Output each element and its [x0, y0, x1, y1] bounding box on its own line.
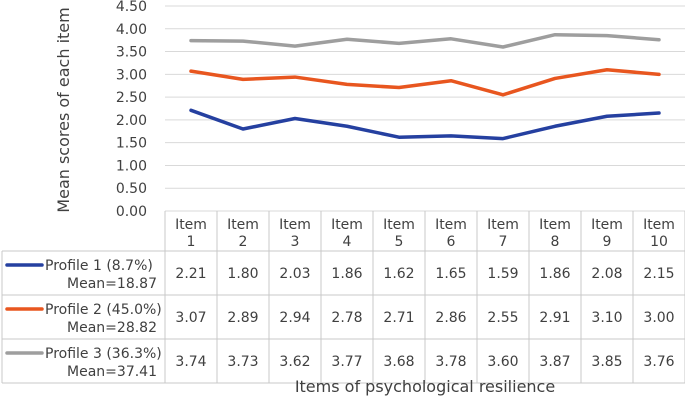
y-tick-label: 4.50	[116, 0, 147, 15]
data-value-label: 1.65	[435, 266, 466, 282]
x-axis-title: Items of psychological resilience	[295, 377, 555, 396]
series-line	[189, 68, 661, 97]
data-value-label: 3.00	[643, 310, 674, 326]
category-label: 10	[650, 234, 668, 250]
data-value-label: 2.71	[383, 310, 414, 326]
data-value-label: 2.89	[227, 310, 258, 326]
data-value-label: 1.80	[227, 266, 258, 282]
y-tick-label: 3.00	[116, 67, 147, 83]
category-label: Item	[175, 217, 207, 233]
series-lines	[189, 32, 661, 141]
category-label: Item	[383, 217, 415, 233]
data-value-label: 2.08	[591, 266, 622, 282]
data-value-label: 3.10	[591, 310, 622, 326]
data-value-label: 1.62	[383, 266, 414, 282]
legend-mean-label: Mean=28.82	[67, 320, 157, 336]
category-label: Item	[539, 217, 571, 233]
data-table-grid	[1, 211, 685, 384]
data-table-headers: Item1Item2Item3Item4Item5Item6Item7Item8…	[175, 217, 675, 250]
data-value-label: 1.59	[487, 266, 518, 282]
y-tick-label: 2.00	[116, 113, 147, 129]
data-value-label: 3.07	[175, 310, 206, 326]
legend-mean-label: Mean=37.41	[67, 364, 157, 380]
category-label: 7	[499, 234, 508, 250]
category-label: 5	[395, 234, 404, 250]
y-tick-label: 1.00	[116, 158, 147, 174]
data-value-label: 3.78	[435, 354, 466, 370]
data-value-label: 3.74	[175, 354, 206, 370]
category-label: 8	[551, 234, 560, 250]
category-label: 4	[343, 234, 352, 250]
data-value-label: 1.86	[539, 266, 570, 282]
category-label: Item	[435, 217, 467, 233]
data-value-label: 3.76	[643, 354, 674, 370]
category-label: 9	[603, 234, 612, 250]
series-line	[189, 32, 661, 49]
data-value-label: 2.78	[331, 310, 362, 326]
category-label: 6	[447, 234, 456, 250]
y-tick-label: 0.00	[116, 204, 147, 220]
category-label: 2	[239, 234, 248, 250]
series-line	[189, 108, 661, 141]
category-label: Item	[279, 217, 311, 233]
data-value-label: 3.60	[487, 354, 518, 370]
category-label: 3	[291, 234, 300, 250]
data-table-cells: 2.21 1.80 2.03 1.86 1.62 1.65 1.59 1.86 2.08 2.15…	[175, 266, 674, 370]
category-label: Item	[591, 217, 623, 233]
data-value-label: 3.77	[331, 354, 362, 370]
legend-series-name: Profile 1 (8.7%)	[45, 258, 153, 274]
legend-series-name: Profile 3 (36.3%)	[45, 346, 162, 362]
y-axis-title: Mean scores of each item	[54, 7, 73, 212]
legend-series-name: Profile 2 (45.0%)	[45, 302, 162, 318]
data-table-legend: Profile 1 (8.7%) Mean=18.87 Profile 2 (45.…	[5, 258, 162, 380]
y-tick-labels: 0.00 0.50 1.00 1.50 2.00 2.50 3.00 3.50 4.00 4.50	[116, 0, 147, 220]
category-label: Item	[487, 217, 519, 233]
y-tick-label: 3.50	[116, 45, 147, 61]
data-value-label: 3.87	[539, 354, 570, 370]
y-tick-label: 2.50	[116, 90, 147, 106]
category-label: Item	[227, 217, 259, 233]
data-value-label: 1.86	[331, 266, 362, 282]
data-value-label: 2.55	[487, 310, 518, 326]
category-label: Item	[643, 217, 675, 233]
category-label: 1	[187, 234, 196, 250]
legend-mean-label: Mean=18.87	[67, 276, 157, 292]
data-value-label: 2.03	[279, 266, 310, 282]
data-value-label: 2.91	[539, 310, 570, 326]
data-value-label: 2.94	[279, 310, 310, 326]
data-value-label: 3.68	[383, 354, 414, 370]
data-value-label: 3.73	[227, 354, 258, 370]
data-value-label: 2.86	[435, 310, 466, 326]
data-value-label: 3.85	[591, 354, 622, 370]
y-tick-label: 1.50	[116, 136, 147, 152]
gridlines	[165, 5, 685, 212]
data-value-label: 2.15	[643, 266, 674, 282]
y-tick-label: 0.50	[116, 181, 147, 197]
data-value-label: 3.62	[279, 354, 310, 370]
category-label: Item	[331, 217, 363, 233]
data-value-label: 2.21	[175, 266, 206, 282]
y-tick-label: 4.00	[116, 22, 147, 38]
